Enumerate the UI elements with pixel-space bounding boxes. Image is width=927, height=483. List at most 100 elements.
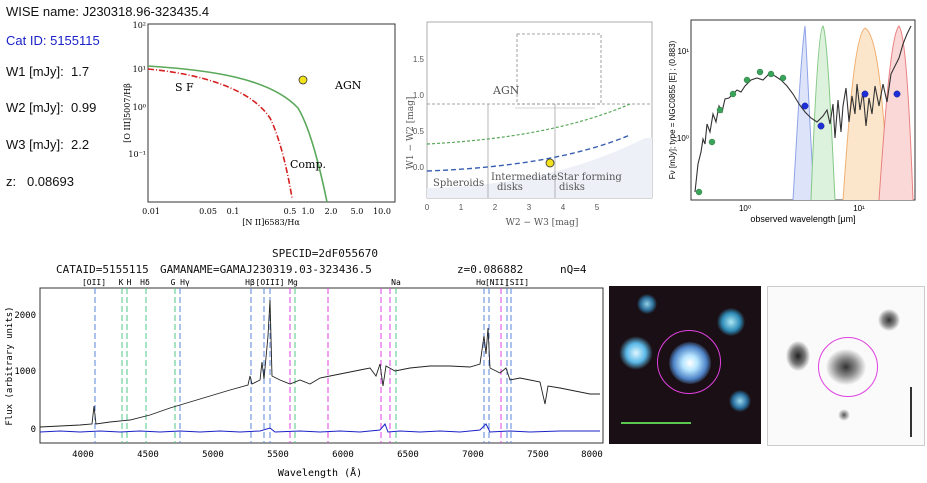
wise-source-point — [545, 158, 555, 168]
spectrum-specid: SPECID=2dF055670 — [272, 247, 378, 260]
bpt-ytick: 10⁻¹ — [128, 150, 146, 159]
spectrum-continuum — [39, 423, 600, 433]
line-label-hdelta: Hδ — [140, 278, 150, 287]
sed-photometry-point — [729, 90, 737, 98]
wise-label-agn: AGN — [492, 84, 520, 97]
bpt-xtick: 0.01 — [142, 207, 160, 216]
sed-photometry-point — [695, 188, 703, 196]
bpt-xlabel: [N II]6583/Hα — [242, 218, 300, 227]
cat-id-label: Cat ID: — [6, 33, 47, 48]
wise-label-intermediate-2: disks — [497, 182, 523, 193]
bpt-source-point — [298, 75, 308, 85]
wise-ytick: 1.0 — [413, 91, 425, 100]
grey-image-cutout — [767, 286, 925, 446]
spectrum-xtick: 4000 — [72, 450, 94, 460]
neighbor-star — [729, 390, 751, 412]
w1-row: W1 [mJy]: 1.7 — [6, 64, 89, 79]
sed-wise-point — [817, 122, 825, 130]
bpt-label-comp: Comp. — [290, 158, 326, 171]
target-aperture-circle — [657, 330, 721, 394]
z-row: z: 0.08693 — [6, 174, 74, 189]
spectrum-gamaname: GAMANAME=GAMAJ230319.03-323436.5 — [160, 263, 372, 276]
z-label: z: — [6, 174, 17, 189]
bpt-kewley-curve — [147, 65, 328, 203]
scale-bar — [621, 422, 691, 424]
neighbor-star — [717, 308, 745, 336]
spectrum-xtick: 6500 — [397, 450, 419, 460]
sed-xlabel: observed wavelength [μm] — [750, 214, 855, 224]
sed-ytick: 10⁰ — [677, 134, 689, 143]
w3-value: 2.2 — [71, 137, 90, 152]
wise-color-diagram: W1 − W2 [mag] W2 − W3 [mag] 0 1 2 3 4 5 … — [406, 21, 653, 228]
bpt-xtick: 5.0 — [351, 207, 364, 216]
wise-shade — [427, 138, 652, 198]
grey-aperture-circle — [818, 337, 878, 397]
line-label-na: Na — [391, 278, 401, 287]
wise-ytick: 0.5 — [413, 127, 425, 136]
bpt-label-sf: S F — [175, 81, 194, 94]
sed-xtick: 10¹ — [853, 204, 865, 213]
line-label-halpha: Hα — [476, 278, 486, 287]
wise-xtick: 4 — [561, 203, 566, 212]
sed-filter-w4 — [878, 25, 914, 201]
wise-green-track — [426, 103, 631, 145]
line-label-oii: [OII] — [82, 278, 106, 287]
sed-wise-point — [861, 90, 869, 98]
line-label-k: K — [119, 278, 124, 287]
bpt-xtick: 0.1 — [227, 207, 240, 216]
wise-xtick: 5 — [595, 203, 600, 212]
grey-neighbor-source — [878, 309, 900, 331]
sed-filter-w1 — [792, 25, 816, 201]
bpt-kauffmann-curve — [147, 68, 293, 199]
spectrum-ylabel: Flux (arbitrary units) — [5, 306, 15, 425]
bpt-diagram: [O III]5007/Hβ [N II]6583/Hα 0.01 0.05 0… — [123, 21, 396, 227]
sed-photometry-point — [756, 68, 764, 76]
spectrum-xtick: 4500 — [137, 450, 159, 460]
line-label-oiii: [OIII] — [256, 278, 285, 287]
sed-filter-w2 — [810, 25, 836, 201]
sed-xtick: 10⁰ — [739, 204, 751, 213]
wise-ylabel: W1 − W2 [mag] — [406, 97, 416, 170]
wise-name-label: WISE name: — [6, 4, 79, 19]
spectrum-xtick: 7500 — [527, 450, 549, 460]
w3-row: W3 [mJy]: 2.2 — [6, 137, 89, 152]
grey-neighbor-source — [786, 341, 810, 371]
wise-ytick: 0.0 — [413, 163, 425, 172]
sed-photometry-point — [743, 76, 751, 84]
bpt-ytick: 10⁰ — [133, 103, 146, 112]
wise-agn-box — [516, 33, 602, 105]
w2-label: W2 [mJy]: — [6, 100, 64, 115]
spectrum-nq: nQ=4 — [560, 263, 587, 276]
spectrum-xtick: 5500 — [267, 450, 289, 460]
bpt-xtick: 2.0 — [325, 207, 338, 216]
bpt-xtick: 0.05 — [199, 207, 217, 216]
spectrum-observed-flux — [39, 299, 600, 428]
wise-label-spheroids: Spheroids — [433, 178, 484, 189]
spectrum-xtick: 7000 — [462, 450, 484, 460]
bpt-xtick: 10.0 — [373, 207, 391, 216]
neighbor-star — [619, 336, 653, 370]
wise-label-intermediate: Intermediate — [491, 172, 557, 183]
line-label-nii: [NII] — [485, 278, 509, 287]
sed-photometry-point — [779, 74, 787, 82]
spectrum-xtick: 5000 — [202, 450, 224, 460]
spectrum-ytick: 1000 — [14, 367, 36, 377]
spectrum-ytick: 2000 — [14, 311, 36, 321]
wise-name-row: WISE name: J230318.96-323435.4 — [6, 4, 209, 19]
wise-xtick: 3 — [527, 203, 532, 212]
color-image-cutout — [609, 286, 761, 444]
spectrum-redshift: z=0.086882 — [457, 263, 524, 276]
wise-xtick: 1 — [459, 203, 464, 212]
w3-label: W3 [mJy]: — [6, 137, 64, 152]
line-label-g: G — [171, 278, 176, 287]
z-value: 0.08693 — [26, 174, 74, 189]
cat-id-value: 5155115 — [50, 33, 100, 48]
spectrum-ytick: 0 — [31, 425, 36, 435]
line-label-sii: [SII] — [505, 278, 529, 287]
sed-plot: Fν [mJy]; type = NGC0855 [E] ; (0.883) o… — [668, 19, 916, 224]
grey-bright-streak — [910, 387, 912, 437]
w1-value: 1.7 — [71, 64, 90, 79]
sed-photometry-point — [716, 106, 724, 114]
bpt-xtick: 1.0 — [302, 207, 315, 216]
line-label-mg: Mg — [288, 278, 298, 287]
